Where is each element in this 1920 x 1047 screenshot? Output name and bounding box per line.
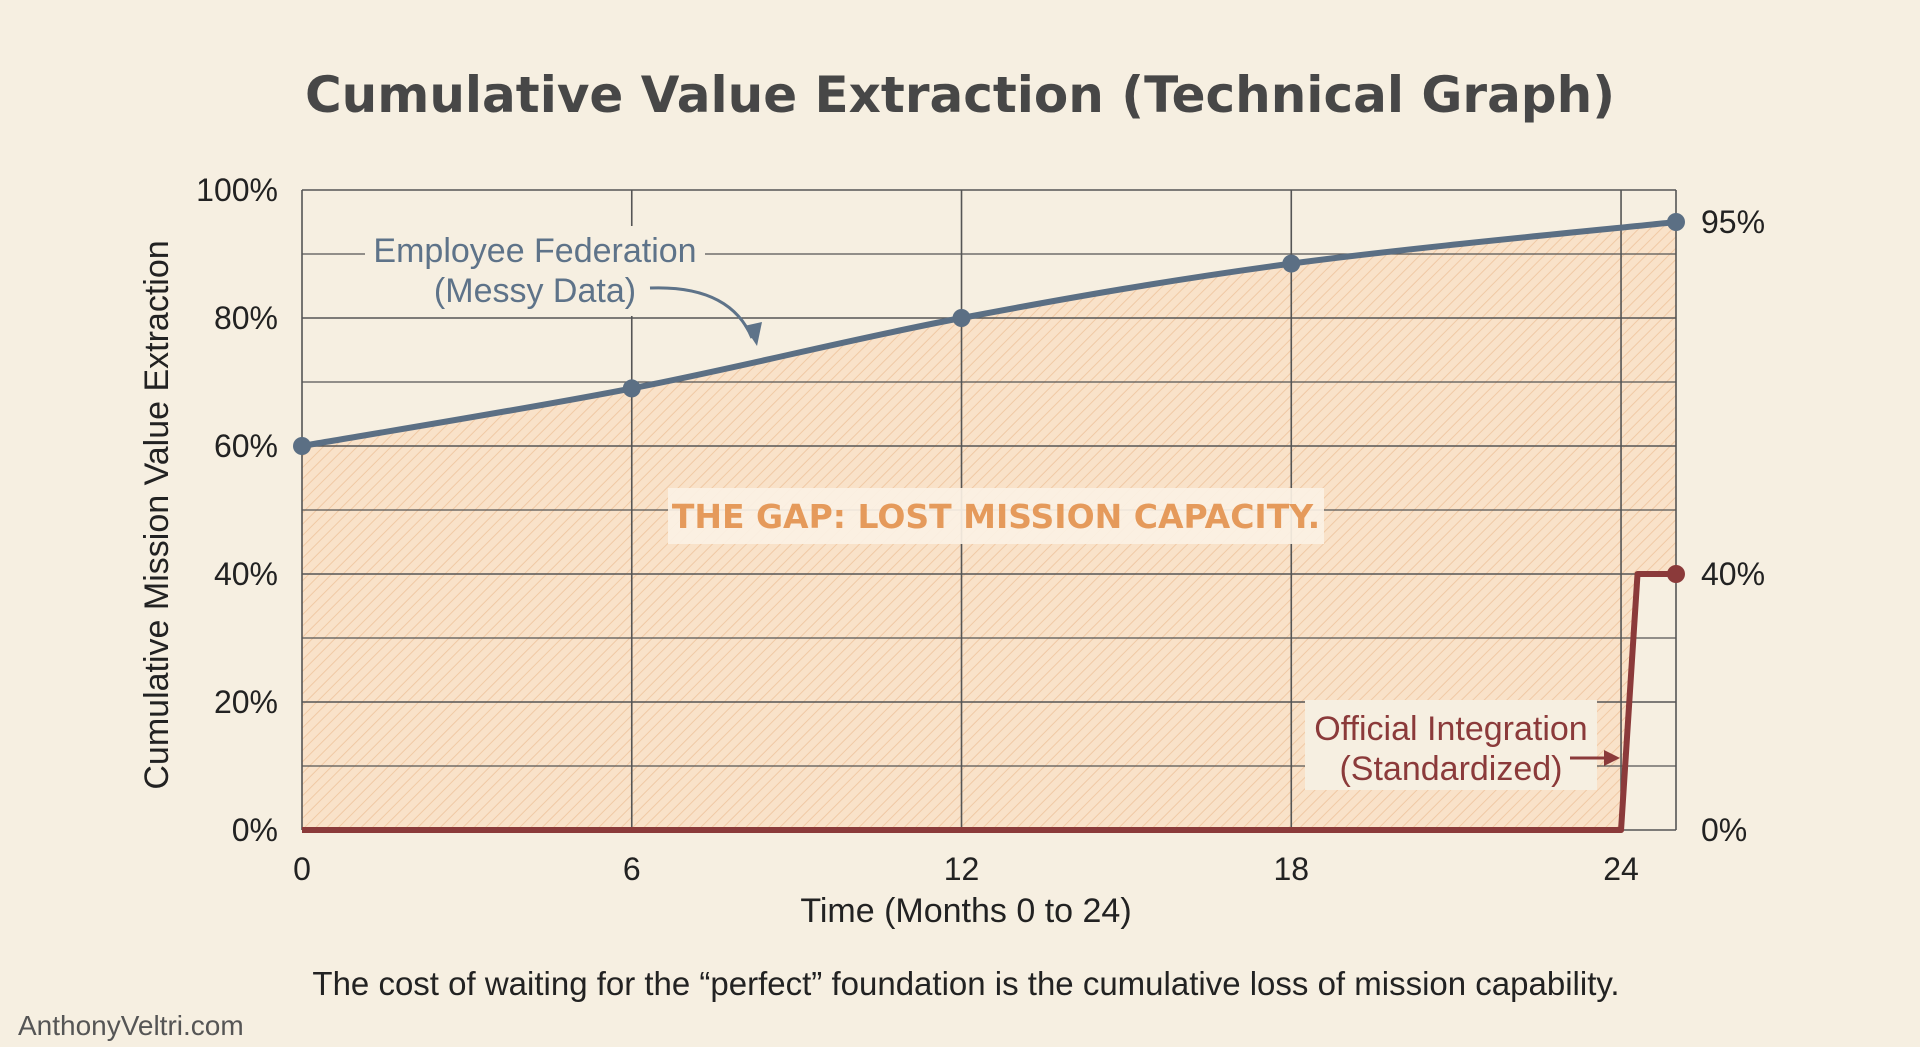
gap-label-background <box>668 488 1324 544</box>
y-tick-label: 0% <box>232 812 278 848</box>
start-label-official-integration: 0% <box>1701 812 1747 848</box>
y-tick-label: 20% <box>214 684 278 720</box>
series-label-official-integration: (Standardized) <box>1339 750 1562 788</box>
series-point-official-integration <box>1667 565 1685 583</box>
label-background <box>365 226 705 316</box>
label-background <box>1305 700 1597 790</box>
end-label-employee-federation: 95% <box>1701 204 1765 240</box>
tick-layer: 0% 20% 40% 60% 80% 100% 0 6 12 18 24 <box>196 172 1639 887</box>
x-tick-label: 0 <box>293 851 311 887</box>
annotation-layer: 95% 40% 0% Employee Federation(Messy Data) O… <box>365 204 1765 848</box>
annotation-arrowhead-official-integration <box>1604 750 1620 766</box>
series-line-official-integration <box>302 571 1676 833</box>
x-tick-label: 24 <box>1603 851 1639 887</box>
series-point-employee-federation <box>1282 254 1301 273</box>
y-tick-label: 60% <box>214 428 278 464</box>
y-tick-label: 80% <box>214 300 278 336</box>
series-label-employee-federation: Employee Federation <box>373 232 696 270</box>
watermark: AnthonyVeltri.com <box>18 1010 244 1041</box>
chart-title: Cumulative Value Extraction (Technical G… <box>305 66 1615 124</box>
series-point-employee-federation <box>952 309 971 327</box>
x-tick-label: 18 <box>1273 851 1309 887</box>
gap-label: THE GAP: LOST MISSION CAPACITY. <box>672 497 1320 536</box>
y-axis-label: Cumulative Mission Value Extraction <box>138 240 176 789</box>
x-axis-label: Time (Months 0 to 24) <box>800 892 1131 930</box>
x-tick-label: 6 <box>623 851 641 887</box>
y-tick-label: 100% <box>196 172 278 208</box>
chart-caption: The cost of waiting for the “perfect” fo… <box>312 965 1619 1002</box>
x-tick-label: 12 <box>944 851 980 887</box>
series-point-employee-federation <box>622 379 641 398</box>
series-layer <box>293 213 1685 833</box>
series-point-employee-federation <box>293 437 311 455</box>
annotation-arrowhead-employee-federation <box>744 322 762 346</box>
series-label-employee-federation: (Messy Data) <box>434 272 636 310</box>
series-label-official-integration: Official Integration <box>1314 710 1587 748</box>
series-point-employee-federation <box>1667 213 1685 231</box>
y-tick-label: 40% <box>214 556 278 592</box>
end-label-official-integration: 40% <box>1701 556 1765 592</box>
